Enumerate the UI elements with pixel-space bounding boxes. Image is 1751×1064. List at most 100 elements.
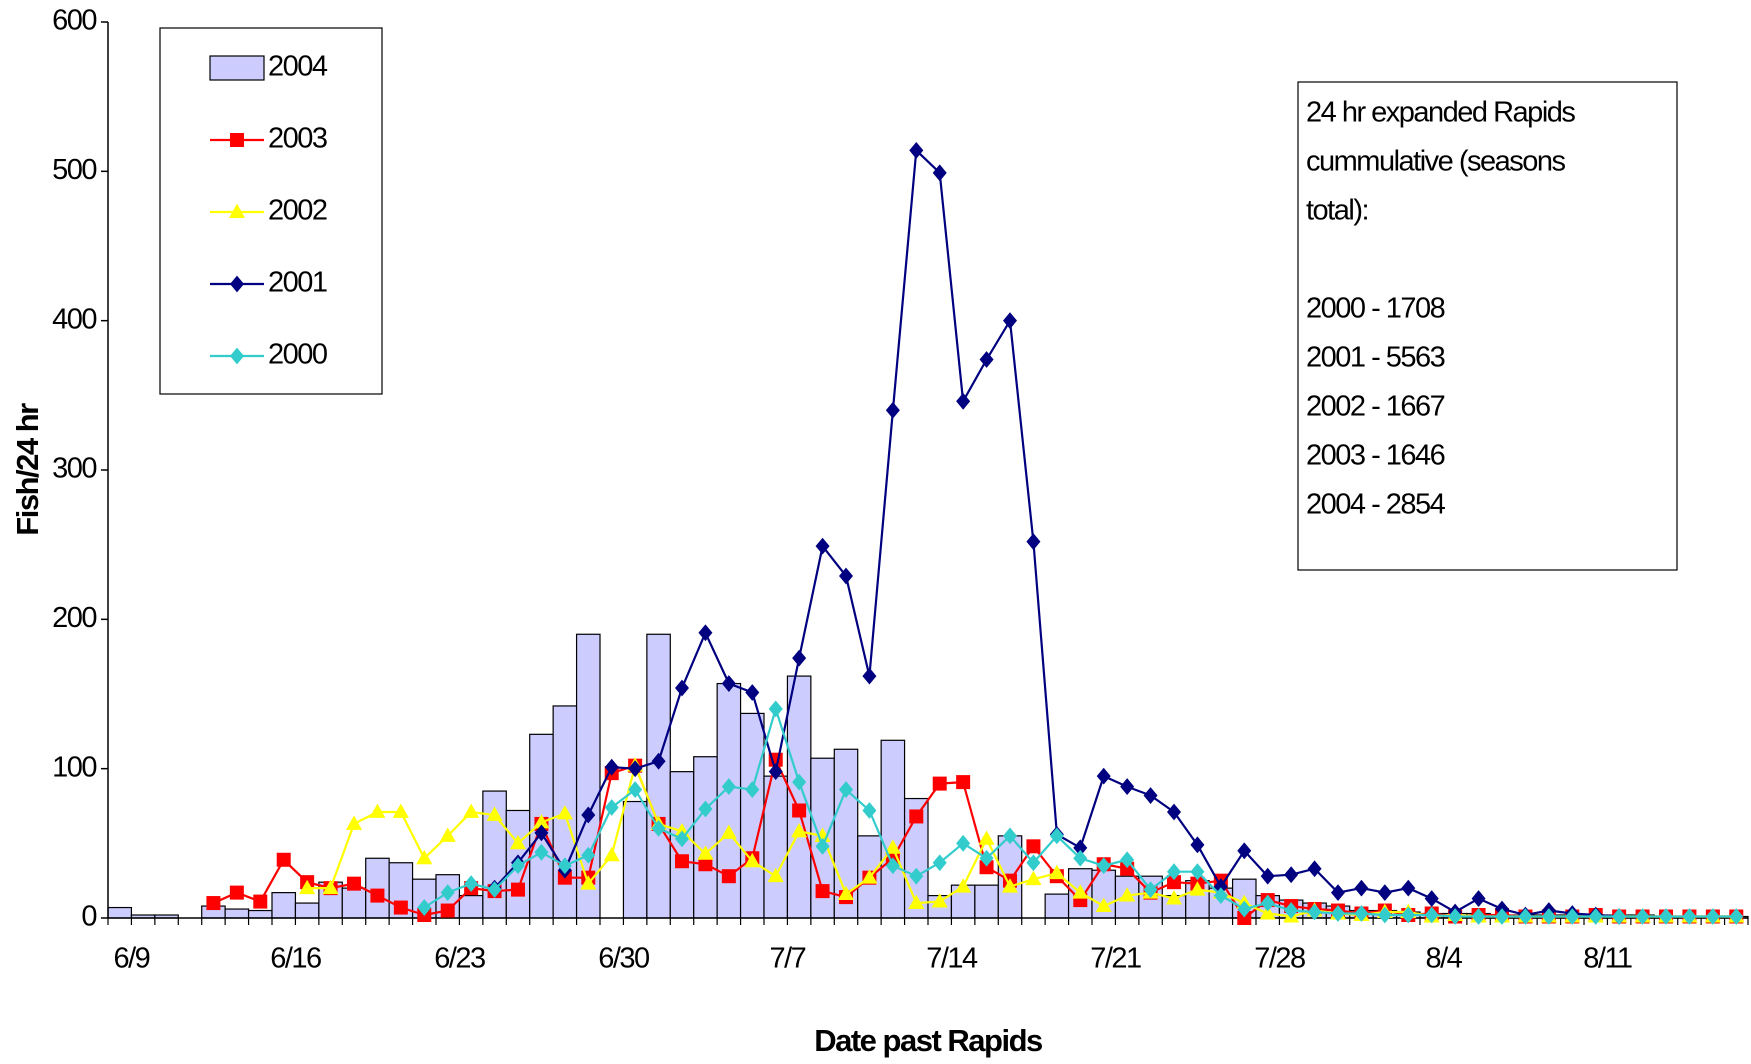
point xyxy=(253,894,268,909)
point xyxy=(1120,851,1135,869)
point xyxy=(486,806,503,821)
y-tick-label: 600 xyxy=(52,5,96,37)
point xyxy=(1424,890,1439,907)
point xyxy=(1401,906,1416,924)
point xyxy=(885,857,900,875)
point xyxy=(1705,908,1720,925)
bar xyxy=(646,633,671,919)
point xyxy=(511,882,525,897)
point xyxy=(557,857,572,875)
point xyxy=(1119,887,1136,902)
point xyxy=(1495,908,1509,925)
point xyxy=(1213,887,1228,904)
point xyxy=(1190,836,1205,854)
point xyxy=(1167,875,1181,890)
point xyxy=(1073,839,1088,857)
x-tick-label: 7/14 xyxy=(926,943,978,975)
point xyxy=(487,881,502,899)
point xyxy=(1120,778,1135,795)
point xyxy=(1025,870,1042,886)
point xyxy=(698,624,713,642)
point xyxy=(1448,908,1463,925)
point xyxy=(1026,533,1041,551)
point xyxy=(932,854,947,872)
point xyxy=(1659,908,1673,925)
point xyxy=(299,879,316,895)
point xyxy=(861,869,878,884)
point xyxy=(604,758,619,776)
note-line: 2000 - 1708 xyxy=(1306,293,1445,325)
point xyxy=(768,700,783,718)
bar xyxy=(739,712,765,919)
bar xyxy=(974,884,999,919)
bar xyxy=(107,906,133,919)
bar xyxy=(693,756,718,919)
point xyxy=(628,781,643,798)
point xyxy=(721,778,736,795)
bar xyxy=(247,909,273,919)
point xyxy=(463,803,480,818)
point xyxy=(651,820,666,837)
legend-label: 2000 xyxy=(268,339,327,371)
point xyxy=(1377,906,1392,924)
point xyxy=(603,846,620,862)
point xyxy=(347,876,361,891)
point xyxy=(1237,842,1252,860)
point xyxy=(1284,866,1299,884)
point xyxy=(276,852,291,867)
point xyxy=(440,903,455,918)
point xyxy=(511,857,525,875)
legend-label: 2001 xyxy=(268,267,327,299)
bar xyxy=(271,892,297,919)
note-line: total): xyxy=(1306,195,1368,227)
point xyxy=(651,752,666,770)
y-tick-label: 500 xyxy=(52,154,96,186)
point xyxy=(1003,827,1017,845)
y-axis-label: Fish/24 hr xyxy=(10,403,45,536)
x-tick-label: 8/4 xyxy=(1426,943,1463,975)
point xyxy=(534,824,549,842)
bar xyxy=(365,857,390,919)
x-tick-label: 6/9 xyxy=(114,943,150,975)
point xyxy=(979,351,994,368)
point xyxy=(416,849,433,865)
point xyxy=(604,799,619,816)
point xyxy=(815,884,830,899)
point xyxy=(815,537,830,555)
point xyxy=(1307,860,1322,878)
point xyxy=(393,900,408,915)
point xyxy=(675,854,689,869)
bar xyxy=(786,675,812,919)
point xyxy=(1003,312,1017,330)
point xyxy=(1095,897,1112,913)
x-tick-label: 7/21 xyxy=(1090,943,1141,975)
point xyxy=(768,763,783,781)
point xyxy=(909,809,924,824)
bar xyxy=(224,908,250,919)
point xyxy=(1167,803,1181,821)
point xyxy=(1354,905,1369,922)
note-line: cummulative (seasons xyxy=(1306,146,1565,178)
bar xyxy=(622,800,648,919)
point xyxy=(556,805,573,820)
point xyxy=(392,803,409,818)
point xyxy=(1048,864,1065,880)
point xyxy=(509,834,527,850)
point xyxy=(698,800,713,818)
point xyxy=(862,667,877,685)
point xyxy=(1471,890,1486,907)
point xyxy=(1190,863,1205,881)
point xyxy=(1377,884,1392,902)
point xyxy=(956,834,971,852)
point xyxy=(745,684,760,701)
point xyxy=(862,802,877,819)
point xyxy=(932,776,947,791)
y-tick-label: 100 xyxy=(52,751,96,783)
point xyxy=(1167,863,1181,881)
point xyxy=(1143,787,1158,804)
point xyxy=(979,849,994,867)
point xyxy=(1401,879,1416,897)
point xyxy=(580,875,597,890)
point xyxy=(1259,905,1276,920)
